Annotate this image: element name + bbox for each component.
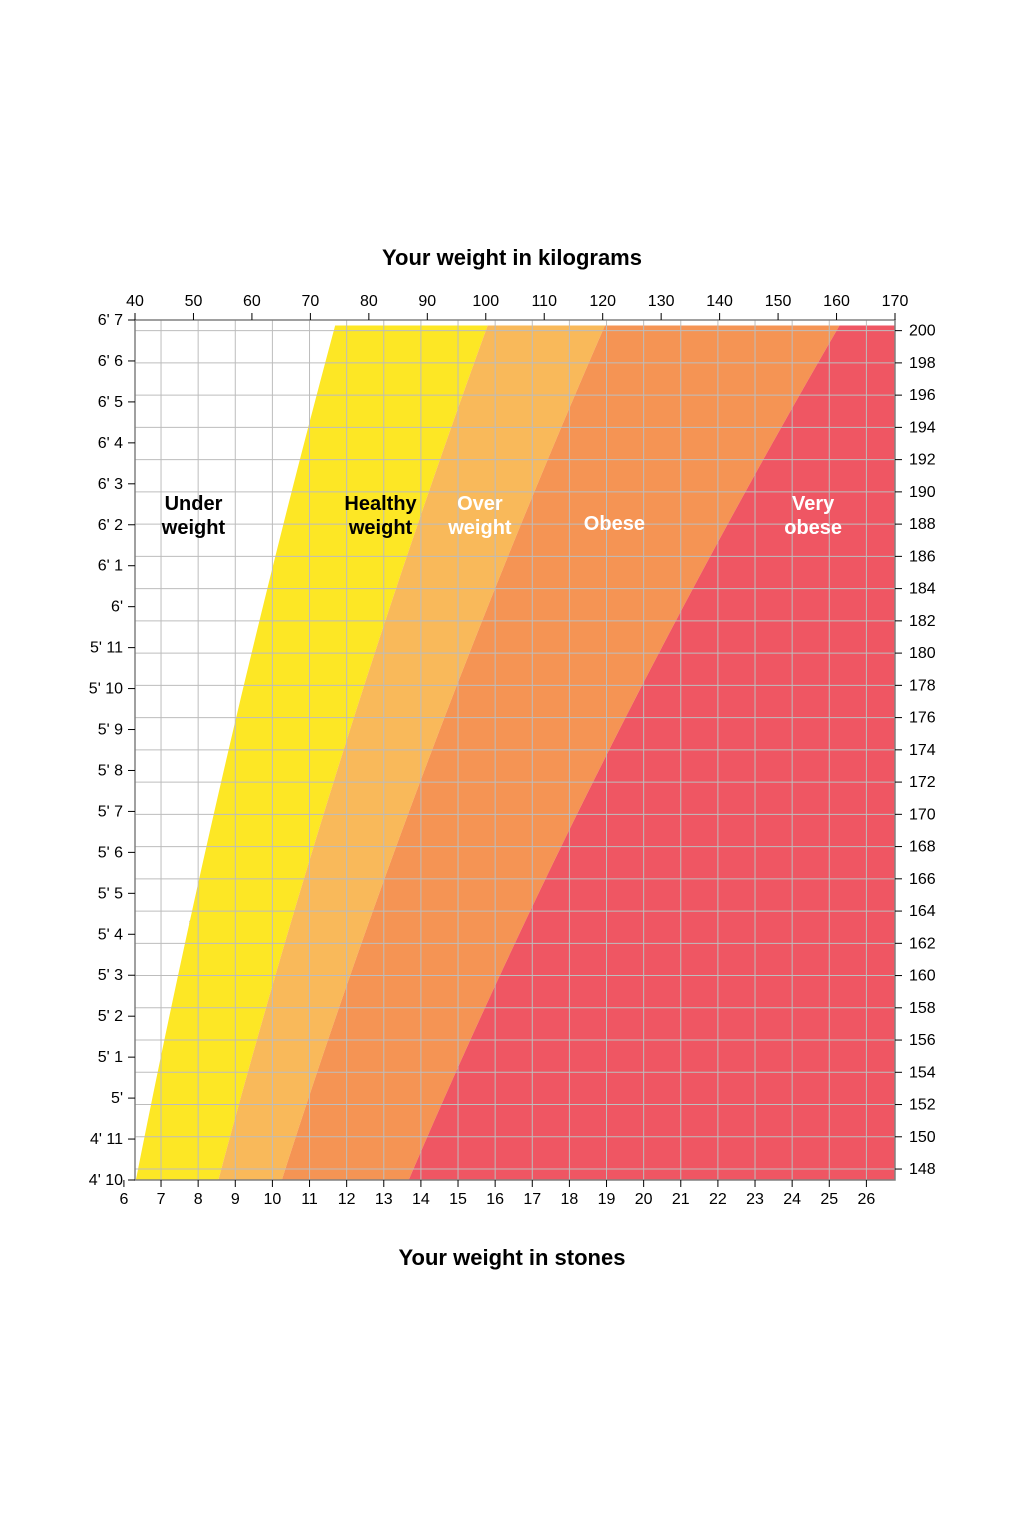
- tick-label-left: 5' 8: [98, 762, 123, 779]
- tick-label-right: 188: [909, 516, 936, 533]
- tick-label-bottom: 17: [523, 1191, 541, 1208]
- tick-label-top: 90: [418, 293, 436, 310]
- tick-label-right: 154: [909, 1064, 936, 1081]
- tick-label-left: 6' 7: [98, 312, 123, 329]
- tick-label-bottom: 11: [301, 1191, 318, 1208]
- tick-label-left: 6' 5: [98, 394, 123, 411]
- tick-label-right: 192: [909, 452, 936, 469]
- tick-label-right: 164: [909, 903, 936, 920]
- tick-label-top: 70: [301, 293, 319, 310]
- tick-label-bottom: 24: [783, 1191, 801, 1208]
- tick-label-bottom: 19: [598, 1191, 616, 1208]
- tick-label-right: 184: [909, 581, 936, 598]
- tick-label-bottom: 12: [338, 1191, 356, 1208]
- band-label-overweight: weight: [447, 517, 512, 539]
- tick-label-left: 5' 6: [98, 844, 123, 861]
- tick-label-right: 182: [909, 613, 936, 630]
- tick-label-top: 140: [706, 293, 733, 310]
- band-label-underweight: Under: [165, 493, 223, 515]
- tick-label-left: 5': [111, 1090, 123, 1107]
- tick-label-top: 40: [126, 293, 144, 310]
- tick-label-bottom: 26: [857, 1191, 875, 1208]
- tick-label-top: 50: [185, 293, 203, 310]
- tick-label-bottom: 21: [672, 1191, 690, 1208]
- tick-label-left: 5' 10: [89, 681, 123, 698]
- tick-label-right: 158: [909, 1000, 936, 1017]
- tick-label-bottom: 7: [157, 1191, 166, 1208]
- bmi-chart-svg: 40 50 60 70 80 90 100 110 120 130 140 150 160 170 6 7 8 9…: [50, 220, 974, 1280]
- tick-label-bottom: 9: [231, 1191, 240, 1208]
- band-label-very-obese: obese: [784, 517, 842, 539]
- tick-label-left: 6': [111, 599, 123, 616]
- tick-label-left: 5' 9: [98, 722, 123, 739]
- tick-label-left: 5' 1: [98, 1049, 123, 1066]
- tick-label-left: 5' 2: [98, 1008, 123, 1025]
- tick-label-right: 186: [909, 548, 936, 565]
- tick-label-right: 176: [909, 710, 936, 727]
- tick-label-top: 130: [648, 293, 675, 310]
- tick-label-right: 190: [909, 484, 936, 501]
- tick-label-right: 156: [909, 1032, 936, 1049]
- band-label-obese: Obese: [584, 513, 645, 535]
- tick-label-left: 6' 1: [98, 558, 123, 575]
- tick-label-bottom: 25: [820, 1191, 838, 1208]
- tick-label-right: 196: [909, 387, 936, 404]
- tick-label-left: 4' 10: [89, 1172, 123, 1189]
- tick-label-bottom: 10: [264, 1191, 282, 1208]
- tick-label-bottom: 15: [449, 1191, 467, 1208]
- tick-label-bottom: 18: [561, 1191, 579, 1208]
- tick-label-right: 160: [909, 968, 936, 985]
- tick-label-left: 5' 3: [98, 967, 123, 984]
- tick-label-right: 194: [909, 419, 936, 436]
- tick-label-right: 170: [909, 806, 936, 823]
- tick-label-right: 174: [909, 742, 936, 759]
- tick-label-top: 170: [882, 293, 909, 310]
- tick-label-top: 80: [360, 293, 378, 310]
- tick-label-bottom: 6: [119, 1191, 128, 1208]
- tick-label-right: 152: [909, 1097, 936, 1114]
- tick-label-left: 4' 11: [90, 1131, 123, 1148]
- tick-label-left: 6' 6: [98, 353, 123, 370]
- bmi-chart-page: Your weight in kilograms Your weight in …: [0, 0, 1024, 1536]
- tick-label-right: 166: [909, 871, 936, 888]
- band-label-underweight: weight: [161, 517, 226, 539]
- tick-label-bottom: 20: [635, 1191, 653, 1208]
- tick-label-top: 100: [472, 293, 499, 310]
- tick-label-top: 60: [243, 293, 261, 310]
- tick-label-top: 150: [765, 293, 792, 310]
- tick-label-top: 120: [589, 293, 616, 310]
- band-label-healthy: weight: [348, 517, 413, 539]
- tick-label-left: 5' 5: [98, 885, 123, 902]
- band-label-healthy: Healthy: [344, 493, 417, 515]
- tick-label-right: 198: [909, 355, 936, 372]
- tick-label-left: 5' 7: [98, 803, 123, 820]
- band-label-overweight: Over: [457, 493, 503, 515]
- tick-label-bottom: 22: [709, 1191, 727, 1208]
- tick-label-left: 6' 4: [98, 435, 123, 452]
- tick-label-right: 150: [909, 1129, 936, 1146]
- chart-container: 40 50 60 70 80 90 100 110 120 130 140 150 160 170 6 7 8 9…: [50, 220, 974, 1280]
- tick-label-right: 148: [909, 1161, 936, 1178]
- tick-label-bottom: 13: [375, 1191, 393, 1208]
- tick-label-top: 160: [823, 293, 850, 310]
- tick-label-right: 200: [909, 323, 936, 340]
- tick-label-bottom: 16: [486, 1191, 504, 1208]
- tick-label-right: 172: [909, 774, 936, 791]
- tick-label-bottom: 8: [194, 1191, 203, 1208]
- tick-label-bottom: 14: [412, 1191, 430, 1208]
- tick-label-left: 6' 2: [98, 517, 123, 534]
- tick-label-right: 180: [909, 645, 936, 662]
- tick-label-left: 5' 4: [98, 926, 123, 943]
- tick-label-right: 162: [909, 935, 936, 952]
- tick-label-bottom: 23: [746, 1191, 764, 1208]
- tick-label-right: 168: [909, 839, 936, 856]
- tick-label-top: 110: [531, 293, 557, 310]
- tick-label-right: 178: [909, 677, 936, 694]
- tick-label-left: 6' 3: [98, 476, 123, 493]
- tick-label-left: 5' 11: [90, 640, 123, 657]
- band-label-very-obese: Very: [792, 493, 835, 515]
